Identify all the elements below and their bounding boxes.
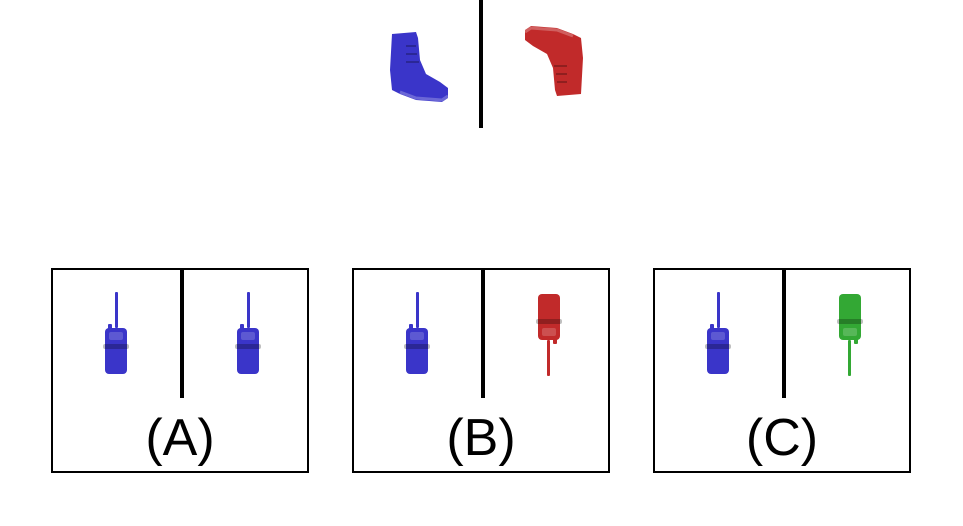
option-a-divider xyxy=(180,270,184,398)
top-divider xyxy=(479,0,483,128)
walkie-talkie-icon xyxy=(233,292,263,376)
option-b[interactable]: (B) xyxy=(352,268,610,473)
walkie-talkie-icon xyxy=(402,292,432,376)
walkie-talkie-icon xyxy=(101,292,131,376)
option-b-divider xyxy=(481,270,485,398)
option-c[interactable]: (C) xyxy=(653,268,911,473)
boot-icon xyxy=(386,30,452,104)
option-c-label: (C) xyxy=(745,409,819,467)
option-b-label: (B) xyxy=(446,409,516,467)
option-a-label: (A) xyxy=(145,409,215,467)
option-c-divider xyxy=(782,270,786,398)
option-a[interactable]: (A) xyxy=(51,268,309,473)
boot-upside-down-icon xyxy=(520,24,588,98)
walkie-talkie-icon xyxy=(703,292,733,376)
walkie-talkie-upside-down-icon xyxy=(835,292,865,376)
walkie-talkie-upside-down-icon xyxy=(534,292,564,376)
